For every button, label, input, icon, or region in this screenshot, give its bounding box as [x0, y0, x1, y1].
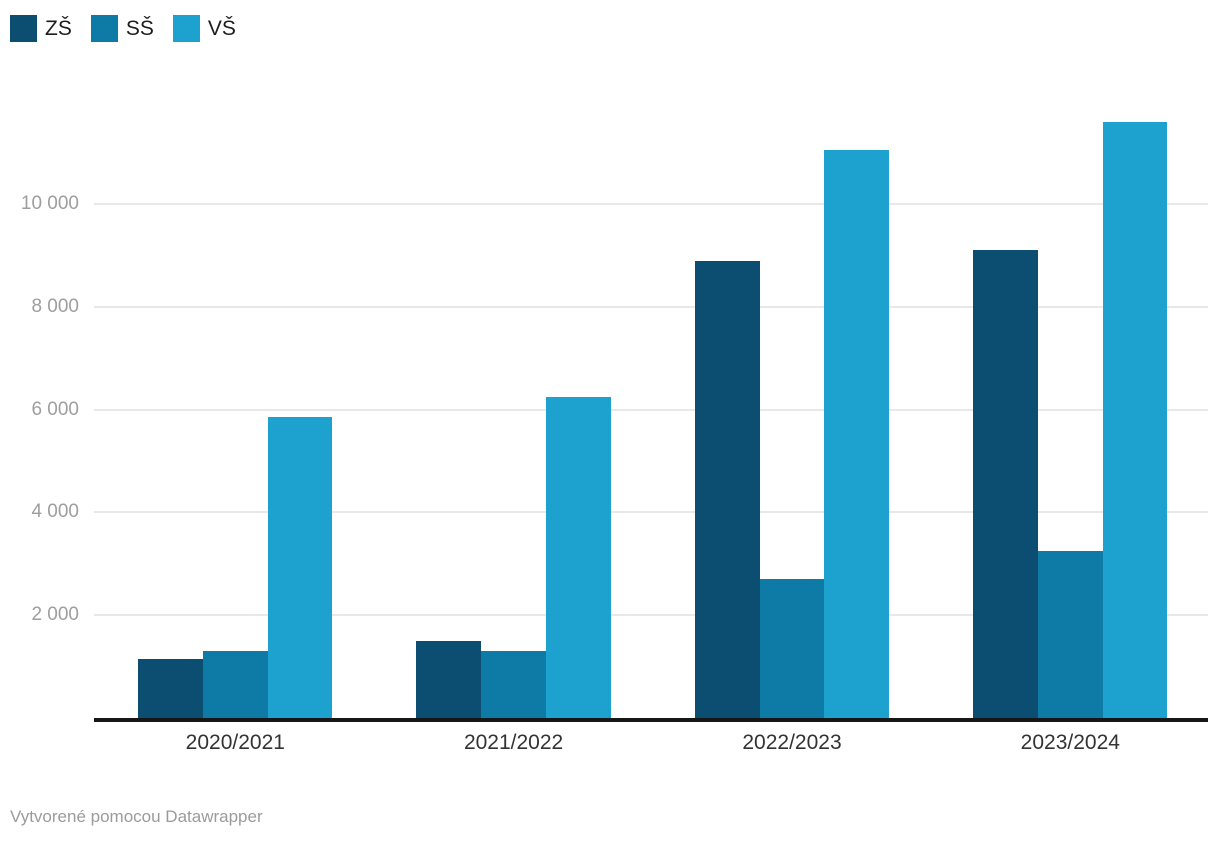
y-axis-tick-label: 4 000 [31, 501, 79, 523]
gridline [94, 408, 1208, 411]
x-axis-tick-label: 2020/2021 [185, 731, 285, 754]
bar-vs-2023-2024 [1102, 121, 1168, 718]
y-axis-tick-label: 6 000 [31, 398, 79, 420]
x-axis-line [94, 718, 1208, 722]
bar-ss-2023-2024 [1037, 551, 1103, 719]
y-axis-tick-label: 8 000 [31, 295, 79, 317]
bar-vs-2022-2023 [824, 150, 890, 718]
gridline [94, 614, 1208, 617]
x-axis-tick-label: 2022/2023 [742, 731, 842, 754]
bar-vs-2021-2022 [546, 396, 611, 719]
legend-item-zs: ZŠ [10, 15, 72, 42]
bar-vs-2020-2021 [267, 417, 333, 718]
legend-label: SŠ [125, 17, 154, 40]
bar-zs-2021-2022 [416, 640, 482, 718]
x-axis-tick-label: 2021/2022 [463, 731, 564, 754]
y-axis-tick-label: 10 000 [20, 193, 79, 214]
datawrapper-attribution-link[interactable]: Vytvorené pomocou Datawrapper [10, 807, 263, 826]
chart-legend: ZŠ SŠ VŠ [10, 15, 236, 42]
bar-zs-2023-2024 [973, 250, 1038, 718]
legend-swatch [172, 15, 200, 42]
legend-swatch [10, 15, 37, 42]
bar-zs-2020-2021 [138, 658, 203, 718]
legend-label: VŠ [207, 17, 236, 40]
gridline [94, 305, 1208, 308]
legend-item-ss: SŠ [90, 15, 154, 42]
bar-ss-2021-2022 [481, 651, 546, 718]
bar-ss-2022-2023 [759, 579, 825, 718]
bar-ss-2020-2021 [202, 651, 268, 718]
legend-swatch [90, 15, 118, 42]
gridline [94, 203, 1208, 205]
legend-label: ZŠ [45, 17, 72, 40]
y-axis-tick-label: 2 000 [31, 604, 79, 626]
x-axis-tick-label: 2023/2024 [1020, 731, 1120, 754]
gridline [94, 511, 1208, 514]
legend-item-vs: VŠ [172, 15, 236, 42]
bar-zs-2022-2023 [694, 260, 760, 718]
